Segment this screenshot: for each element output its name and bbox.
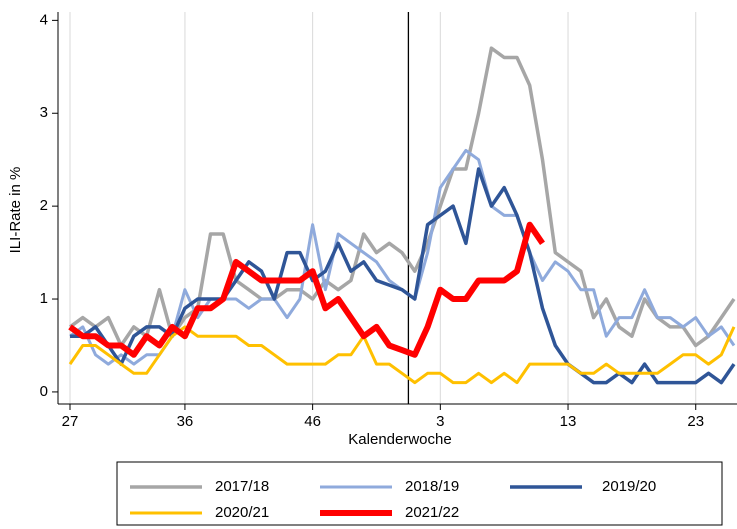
y-tick-label: 2 [40,197,48,214]
legend-label: 2019/20 [602,478,656,495]
legend-label: 2021/22 [405,504,459,521]
y-axis-label: ILI-Rate in % [7,167,24,254]
x-tick-label: 46 [304,413,321,430]
x-tick-label: 23 [687,413,704,430]
y-tick-label: 0 [40,383,48,400]
x-tick-label: 36 [177,413,194,430]
x-tick-label: 27 [62,413,79,430]
legend-label: 2020/21 [215,504,269,521]
y-tick-label: 1 [40,290,48,307]
legend-label: 2017/18 [215,478,269,495]
series-line [68,221,545,358]
x-axis-label: Kalenderwoche [348,431,451,448]
x-tick-label: 3 [436,413,444,430]
y-tick-label: 3 [40,104,48,121]
y-tick-label: 4 [40,11,48,28]
legend-label: 2018/19 [405,478,459,495]
series-line [68,46,736,348]
series-line [70,167,736,385]
legend-box [116,461,723,526]
x-tick-label: 13 [560,413,577,430]
